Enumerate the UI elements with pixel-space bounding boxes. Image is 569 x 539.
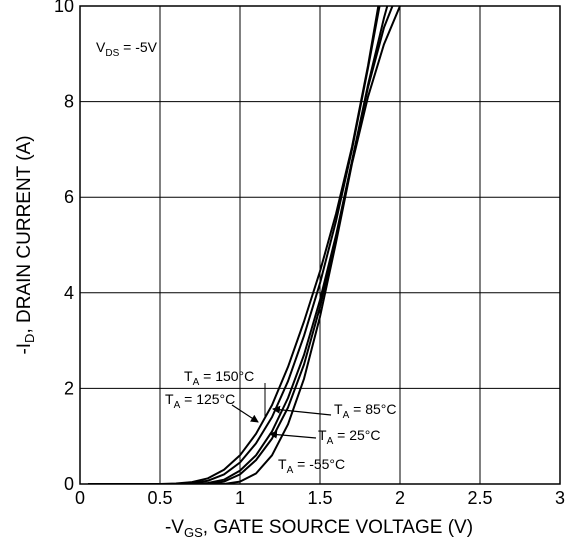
y-tick-label: 4 bbox=[64, 283, 74, 303]
series-lines bbox=[88, 6, 402, 484]
leader-125c bbox=[231, 404, 259, 423]
condition-label: VDS = -5V bbox=[96, 39, 158, 59]
y-tick-label: 2 bbox=[64, 378, 74, 398]
grid bbox=[80, 6, 560, 484]
series-line-3 bbox=[88, 6, 394, 484]
x-tick-label: 3 bbox=[555, 488, 565, 508]
x-tick-label: 1.5 bbox=[307, 488, 332, 508]
y-tick-label: 10 bbox=[54, 0, 74, 16]
series-label-85c: TA = 85°C bbox=[334, 401, 396, 421]
y-tick-label: 0 bbox=[64, 474, 74, 494]
x-axis-title: -VGS, GATE SOURCE VOLTAGE (V) bbox=[165, 517, 473, 539]
series-label-minus55c: TA = -55°C bbox=[278, 456, 345, 476]
tick-labels: 0 0.5 1 1.5 2 2.5 3 0 2 4 6 8 10 bbox=[54, 0, 565, 508]
series-line-1 bbox=[88, 6, 381, 484]
series-line-4 bbox=[88, 6, 402, 484]
plot-area-border bbox=[79, 5, 561, 485]
series-label-150c: TA = 150°C bbox=[184, 368, 254, 388]
x-tick-label: 1 bbox=[235, 488, 245, 508]
y-tick-label: 6 bbox=[64, 187, 74, 207]
x-tick-label: 0.5 bbox=[147, 488, 172, 508]
x-tick-label: 2.5 bbox=[467, 488, 492, 508]
x-tick-label: 0 bbox=[75, 488, 85, 508]
x-tick-label: 2 bbox=[395, 488, 405, 508]
leader-25c bbox=[269, 430, 317, 439]
series-label-125c: TA = 125°C bbox=[165, 391, 235, 411]
y-tick-label: 8 bbox=[64, 92, 74, 112]
y-axis-title: -ID, DRAIN CURRENT (A) bbox=[14, 135, 37, 354]
series-label-25c: TA = 25°C bbox=[318, 427, 380, 447]
leader-85c bbox=[272, 405, 332, 416]
